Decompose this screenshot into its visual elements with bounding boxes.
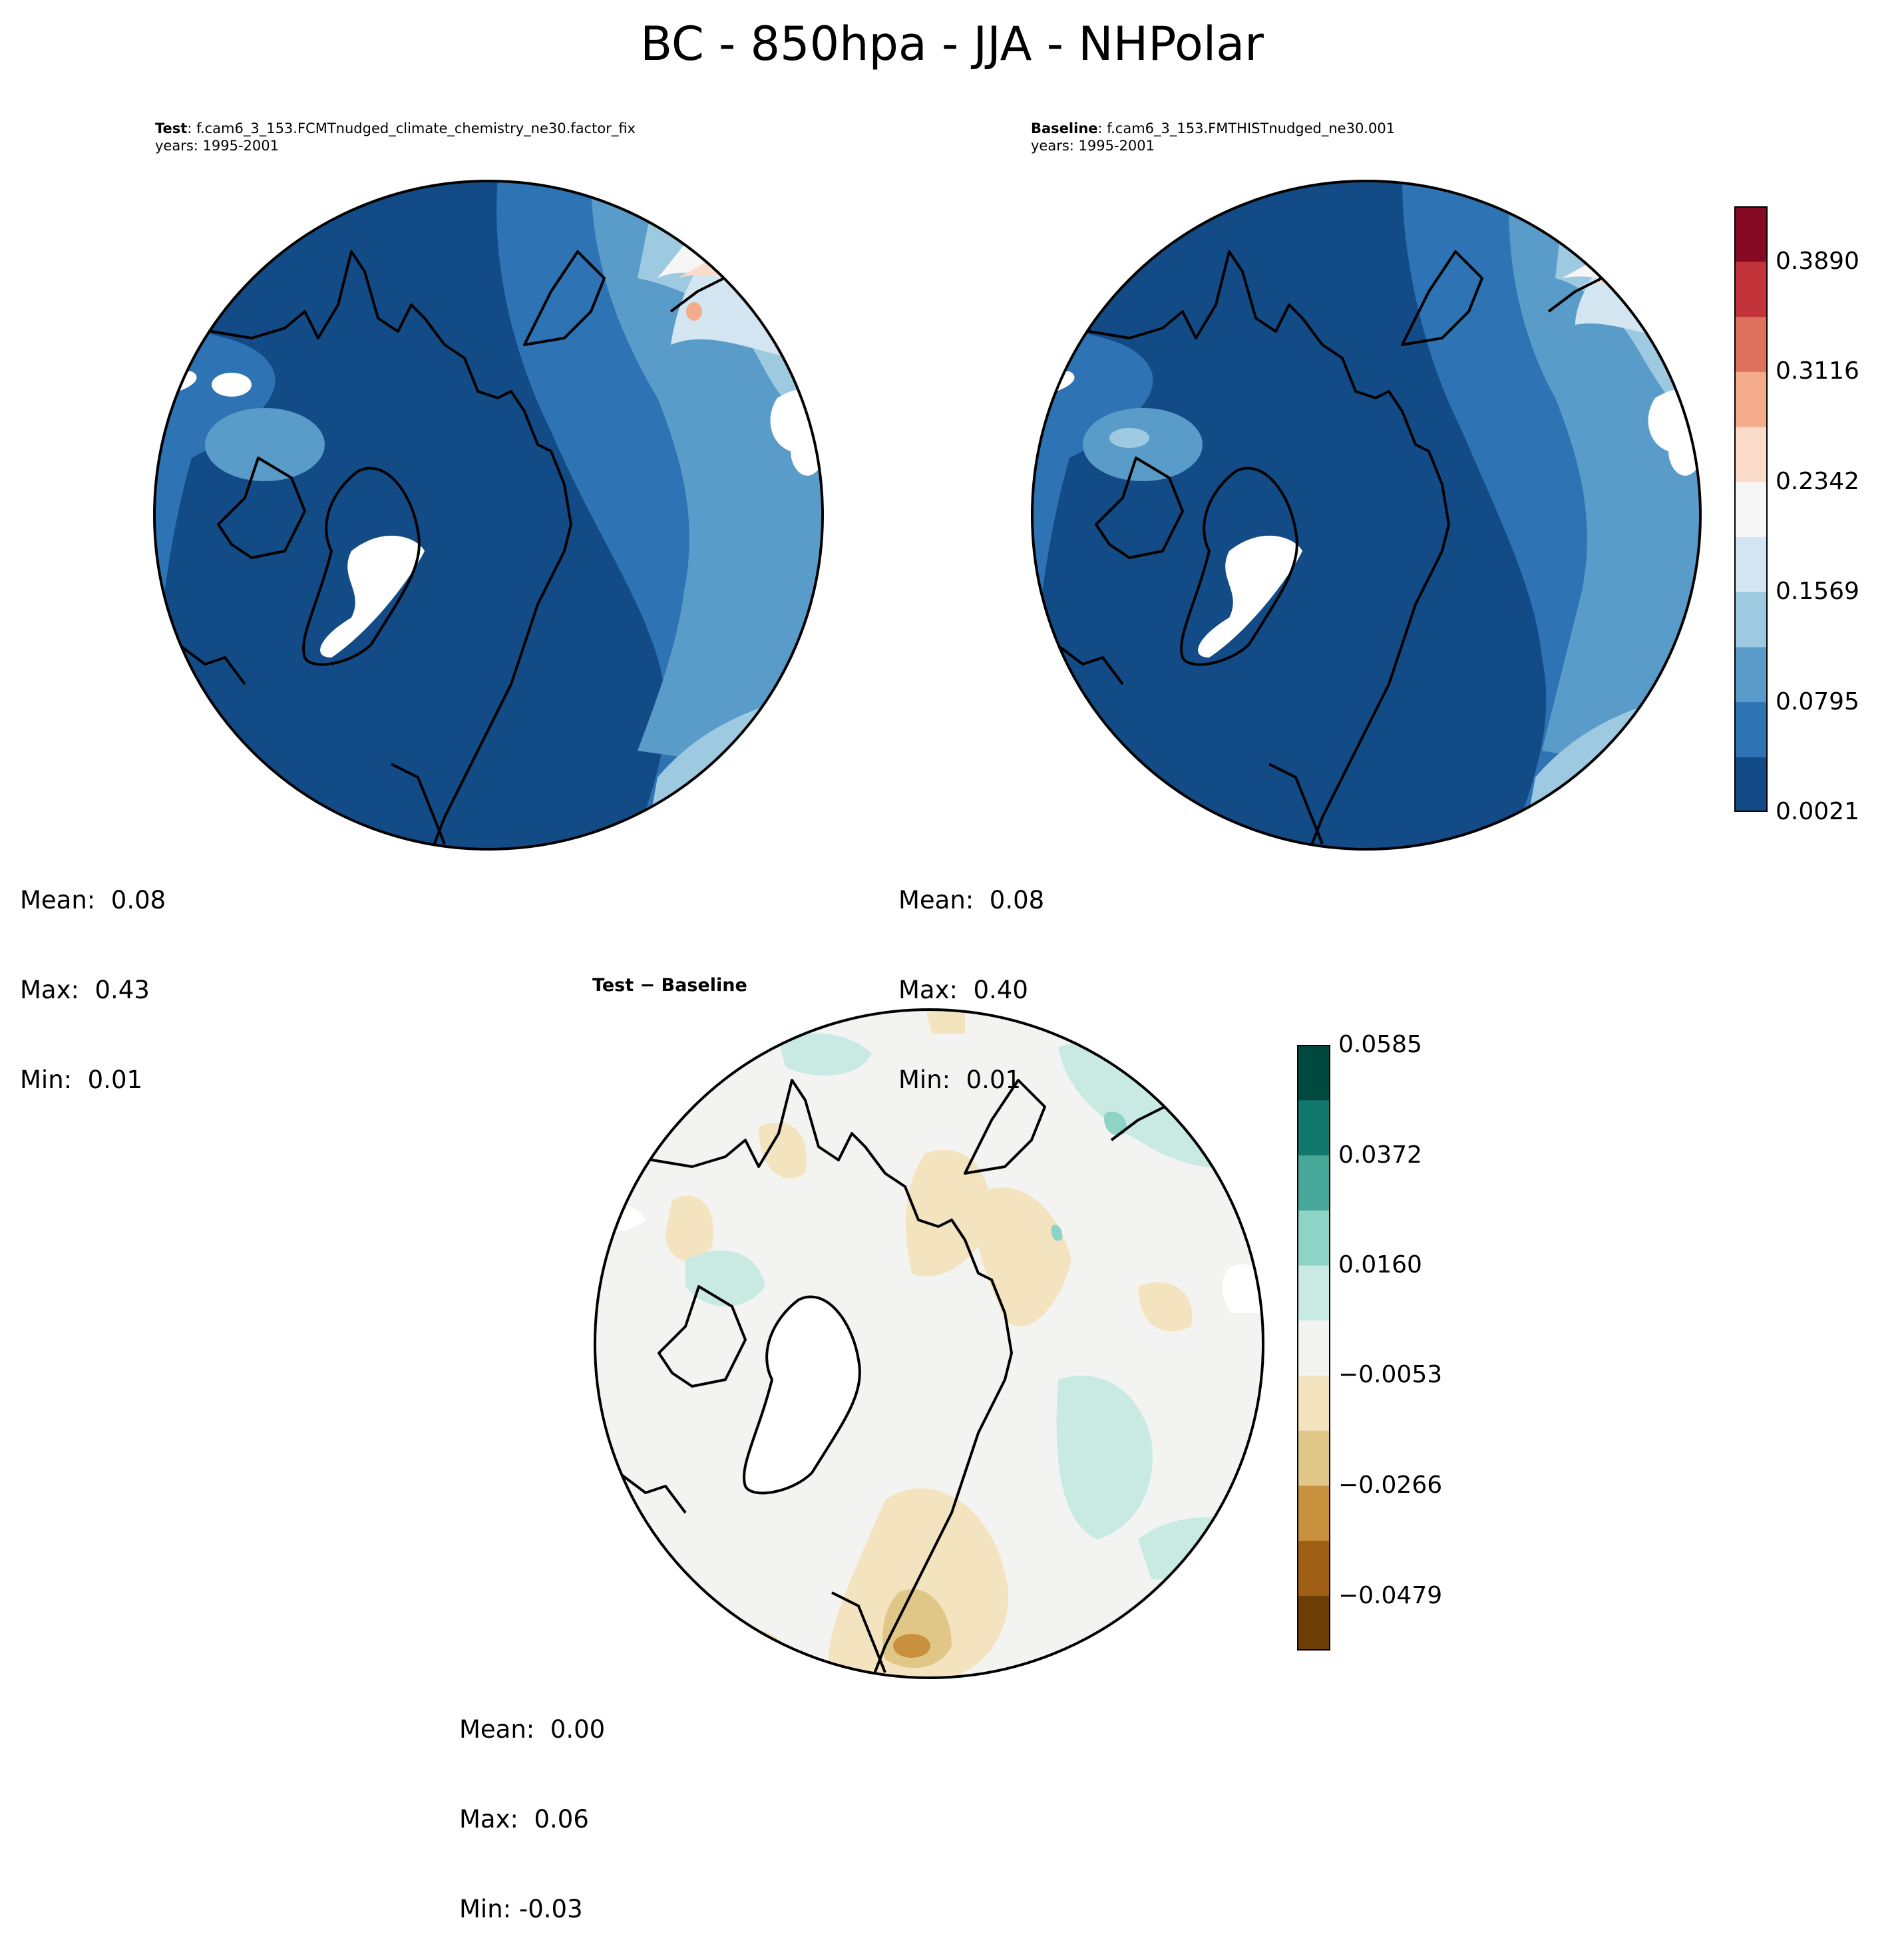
- diff-coastlines: [618, 1079, 1218, 1678]
- baseline-stats: Mean: 0.08 Max: 0.40 Min: 0.01: [898, 825, 1044, 1125]
- test-stats: Mean: 0.08 Max: 0.43 Min: 0.01: [20, 825, 166, 1125]
- diff-colorbar-bands: [1298, 1045, 1330, 1651]
- diff-colorbar-band: [1298, 1155, 1330, 1211]
- baseline-stat-max: Max: 0.40: [898, 976, 1028, 1004]
- main-colorbar-band: [1735, 261, 1767, 317]
- baseline-panel-title: Baseline: f.cam6_3_153.FMTHISTnudged_ne3…: [1031, 120, 1395, 154]
- main-colorbar-tick-label: 0.2342: [1776, 467, 1859, 495]
- diff-stat-min: Min: -0.03: [459, 1895, 583, 1923]
- test-coastlines: [177, 250, 777, 849]
- diff-colorbar-band: [1298, 1099, 1330, 1156]
- main-colorbar-tick-label: 0.3116: [1776, 357, 1859, 385]
- diff-polar-map: [594, 1008, 1264, 1679]
- test-polar-map: [153, 180, 824, 851]
- main-colorbar-band: [1735, 316, 1767, 372]
- diff-stat-max: Max: 0.06: [459, 1805, 589, 1834]
- main-colorbar-band: [1735, 371, 1767, 427]
- main-colorbar-band: [1735, 536, 1767, 592]
- diff-colorbar-band: [1298, 1430, 1330, 1486]
- main-colorbar-tick-label: 0.0021: [1776, 798, 1859, 825]
- test-stat-mean: Mean: 0.08: [20, 886, 166, 914]
- baseline-coastlines: [1055, 250, 1655, 849]
- diff-colorbar-tick-label: −0.0479: [1338, 1581, 1443, 1609]
- main-colorbar-band: [1735, 206, 1767, 262]
- diff-colorbar-tick-label: −0.0266: [1338, 1471, 1443, 1499]
- diff-colorbar: [1297, 1045, 1330, 1651]
- diff-colorbar-band: [1298, 1210, 1330, 1266]
- main-colorbar-bands: [1735, 206, 1767, 812]
- diff-colorbar-band: [1298, 1485, 1330, 1541]
- test-stat-min: Min: 0.01: [20, 1066, 143, 1094]
- diff-colorbar-tick-label: 0.0372: [1338, 1141, 1422, 1169]
- figure-title: BC - 850hpa - JJA - NHPolar: [640, 17, 1264, 71]
- diff-colorbar-band: [1298, 1595, 1330, 1651]
- diff-colorbar-band: [1298, 1265, 1330, 1321]
- baseline-years: years: 1995-2001: [1031, 138, 1155, 154]
- main-colorbar-band: [1735, 701, 1767, 757]
- test-years: years: 1995-2001: [155, 138, 280, 154]
- diff-colorbar-tick-label: 0.0585: [1338, 1031, 1422, 1058]
- test-label: Test: [155, 120, 188, 136]
- baseline-polar-map: [1031, 180, 1702, 851]
- baseline-stat-min: Min: 0.01: [898, 1066, 1022, 1094]
- diff-colorbar-band: [1298, 1540, 1330, 1596]
- main-colorbar-tick-label: 0.0795: [1776, 687, 1859, 715]
- baseline-case-name: : f.cam6_3_153.FMTHISTnudged_ne30.001: [1097, 120, 1396, 136]
- baseline-stat-mean: Mean: 0.08: [898, 886, 1045, 914]
- main-colorbar-band: [1735, 646, 1767, 703]
- diff-colorbar-band: [1298, 1045, 1330, 1101]
- main-colorbar-band: [1735, 757, 1767, 812]
- diff-colorbar-band: [1298, 1320, 1330, 1376]
- diff-colorbar-band: [1298, 1375, 1330, 1431]
- diff-stat-mean: Mean: 0.00: [459, 1715, 606, 1744]
- main-colorbar-tick-label: 0.3890: [1776, 247, 1859, 275]
- baseline-label: Baseline: [1031, 120, 1098, 136]
- diff-colorbar-tick-label: 0.0160: [1338, 1251, 1422, 1278]
- main-colorbar-band: [1735, 481, 1767, 537]
- diff-stats: Mean: 0.00 Max: 0.06 Min: -0.03: [459, 1655, 605, 1954]
- main-colorbar-band: [1735, 426, 1767, 483]
- main-colorbar-band: [1735, 592, 1767, 648]
- main-colorbar-tick-label: 0.1569: [1776, 578, 1859, 605]
- main-colorbar: [1734, 206, 1768, 812]
- test-case-name: : f.cam6_3_153.FCMTnudged_climate_chemis…: [187, 120, 636, 136]
- diff-panel-title: Test − Baseline: [592, 975, 747, 996]
- test-stat-max: Max: 0.43: [20, 976, 150, 1004]
- test-panel-title: Test: f.cam6_3_153.FCMTnudged_climate_ch…: [155, 120, 636, 154]
- diff-colorbar-tick-label: −0.0053: [1338, 1361, 1443, 1389]
